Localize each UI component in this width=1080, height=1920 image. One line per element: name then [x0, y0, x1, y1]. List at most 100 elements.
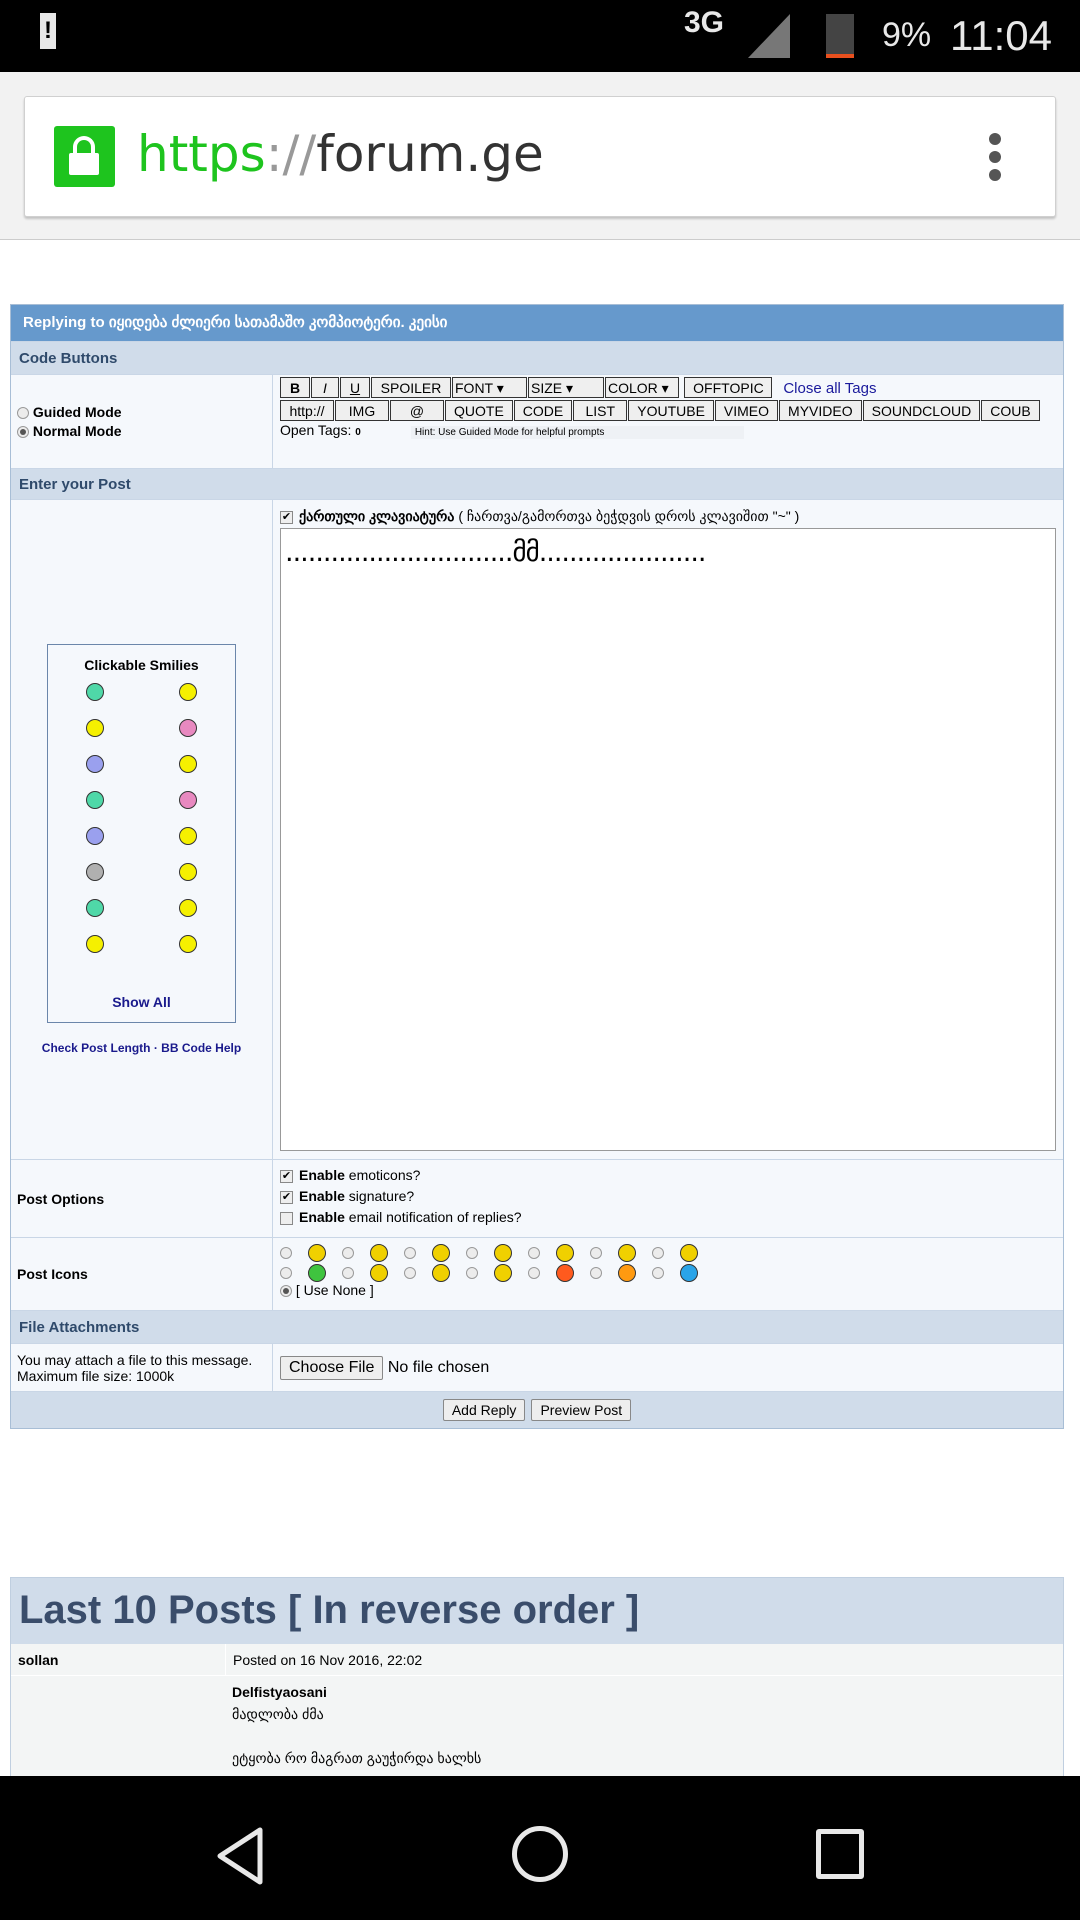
color-select[interactable]: COLOR ▾ — [605, 377, 679, 398]
home-icon[interactable] — [512, 1826, 568, 1882]
post-icon — [370, 1244, 389, 1263]
battery-icon — [826, 14, 854, 58]
smiley-icon[interactable] — [85, 755, 104, 773]
smilies-box: Clickable Smilies Show All — [47, 644, 236, 1023]
back-icon[interactable] — [210, 1826, 270, 1886]
post-icon-option[interactable] — [652, 1244, 714, 1263]
smiley-icon[interactable] — [85, 791, 104, 809]
georgian-keyboard-toggle[interactable]: ✔ ქართული კლავიატურა ( ჩართვა/გამორთვა ბე… — [280, 508, 800, 524]
smiley-icon[interactable] — [85, 827, 104, 845]
post-icon-option[interactable] — [342, 1264, 404, 1283]
smiley-icon[interactable] — [179, 719, 198, 737]
alert-icon: ! — [40, 13, 56, 49]
last-posts: Last 10 Posts [ In reverse order ] solla… — [10, 1577, 1064, 1777]
post-icon — [618, 1264, 637, 1283]
post-icon-option[interactable] — [528, 1244, 590, 1263]
code-button-img[interactable]: IMG — [335, 400, 389, 421]
post-icon — [680, 1244, 699, 1263]
show-all-link[interactable]: Show All — [112, 994, 171, 1010]
post-date: Posted on 16 Nov 2016, 22:02 — [225, 1643, 422, 1676]
post-icon — [618, 1244, 637, 1263]
post-icon — [556, 1244, 575, 1263]
post-icon-option[interactable] — [590, 1264, 652, 1283]
message-textarea[interactable]: ..............................მმ........… — [280, 528, 1056, 1151]
post-icon-option[interactable] — [590, 1244, 652, 1263]
add-reply-button[interactable]: Add Reply — [442, 1399, 526, 1421]
post-icon-option[interactable] — [652, 1264, 714, 1283]
post-author: sollan — [18, 1651, 59, 1668]
size-select[interactable]: SIZE ▾ — [528, 377, 604, 398]
signal-icon — [748, 14, 790, 58]
smiley-icon[interactable] — [179, 827, 198, 845]
post-icon-option[interactable] — [404, 1264, 466, 1283]
post-icon-option[interactable] — [528, 1264, 590, 1283]
code-button-at[interactable]: @ — [390, 400, 444, 421]
post-icon-option[interactable] — [466, 1264, 528, 1283]
post-icon-option[interactable] — [404, 1244, 466, 1263]
max-file-size: Maximum file size: 1000k — [17, 1367, 175, 1384]
recents-icon[interactable] — [816, 1829, 864, 1879]
smiley-icon[interactable] — [179, 899, 198, 917]
post-line: ეტყობა რო მაგრათ გაუჭირდა ხალხს — [232, 1750, 482, 1766]
address-bar[interactable]: https://forum.ge — [24, 96, 1056, 217]
normal-mode-radio[interactable]: Normal Mode — [17, 423, 122, 439]
underline-button[interactable]: U — [340, 377, 370, 398]
bold-button[interactable]: B — [280, 377, 310, 398]
smiley-icon[interactable] — [179, 683, 198, 701]
guided-mode-radio[interactable]: Guided Mode — [17, 404, 122, 420]
smiley-icon[interactable] — [179, 791, 198, 809]
network-type: 3G — [684, 6, 725, 39]
italic-button[interactable]: I — [311, 377, 339, 398]
smiley-icon[interactable] — [85, 899, 104, 917]
choose-file-button[interactable]: Choose File — [280, 1355, 384, 1380]
smiley-icon[interactable] — [85, 863, 104, 881]
preview-post-button[interactable]: Preview Post — [531, 1399, 632, 1421]
code-button-coub[interactable]: COUB — [981, 400, 1040, 421]
bb-code-help-link[interactable]: BB Code Help — [161, 1041, 242, 1055]
post-icons-label: Post Icons — [11, 1238, 273, 1310]
post-icon — [308, 1264, 327, 1283]
close-all-tags-link[interactable]: Close all Tags — [783, 380, 877, 397]
post-icon-option[interactable] — [342, 1244, 404, 1263]
font-select[interactable]: FONT ▾ — [452, 377, 527, 398]
post-icon-option[interactable] — [280, 1244, 342, 1263]
smiley-icon[interactable] — [85, 683, 104, 701]
open-tags-count: 0 — [355, 427, 361, 438]
smiley-icon[interactable] — [179, 755, 198, 773]
reply-form: Replying to იყიდება ძლიერი სათამაშო კომპ… — [10, 304, 1064, 1429]
code-button-http[interactable]: http:// — [280, 400, 334, 421]
offtopic-button[interactable]: OFFTOPIC — [684, 377, 773, 398]
check-post-length-link[interactable]: Check Post Length — [41, 1041, 151, 1055]
smiley-icon[interactable] — [179, 935, 198, 953]
menu-icon[interactable] — [989, 133, 1001, 181]
clock: 11:04 — [950, 12, 1052, 59]
post-option-checkbox[interactable]: ✔ Enable emoticons? — [280, 1167, 421, 1183]
post-icon — [432, 1244, 451, 1263]
use-none-radio[interactable]: [ Use None ] — [280, 1282, 1056, 1298]
smiley-icon[interactable] — [85, 935, 104, 953]
post-option-checkbox[interactable]: ✔ Enable signature? — [280, 1188, 415, 1204]
code-button-youtube[interactable]: YOUTUBE — [628, 400, 714, 421]
post-header-row: sollan Posted on 16 Nov 2016, 22:02 — [11, 1643, 1063, 1676]
post-icon — [556, 1264, 575, 1283]
smiley-icon[interactable] — [179, 863, 198, 881]
spoiler-button[interactable]: SPOILER — [371, 377, 451, 398]
code-button-list[interactable]: LIST — [573, 400, 628, 421]
code-button-soundcloud[interactable]: SOUNDCLOUD — [862, 400, 981, 421]
code-button-vimeo[interactable]: VIMEO — [714, 400, 779, 421]
code-button-myvideo[interactable]: MYVIDEO — [779, 400, 862, 421]
post-icon-option[interactable] — [466, 1244, 528, 1263]
post-body: Delfistyaosani მადლობა ძმა ეტყობა რო მაგ… — [11, 1676, 1063, 1769]
code-button-code[interactable]: CODE — [513, 400, 573, 421]
post-icon-option[interactable] — [280, 1264, 342, 1283]
smilies-title: Clickable Smilies — [84, 657, 199, 673]
hint-text: Hint: Use Guided Mode for helpful prompt… — [410, 426, 745, 439]
file-status: No file chosen — [387, 1358, 490, 1376]
post-option-checkbox[interactable]: Enable email notification of replies? — [280, 1207, 1056, 1228]
code-button-quote[interactable]: QUOTE — [445, 400, 513, 421]
form-title: Replying to იყიდება ძლიერი სათამაშო კომპ… — [11, 305, 1063, 341]
smiley-icon[interactable] — [85, 719, 104, 737]
post-icon — [432, 1264, 451, 1283]
code-buttons-header: Code Buttons — [11, 341, 1063, 374]
file-note: You may attach a file to this message. — [17, 1351, 253, 1368]
